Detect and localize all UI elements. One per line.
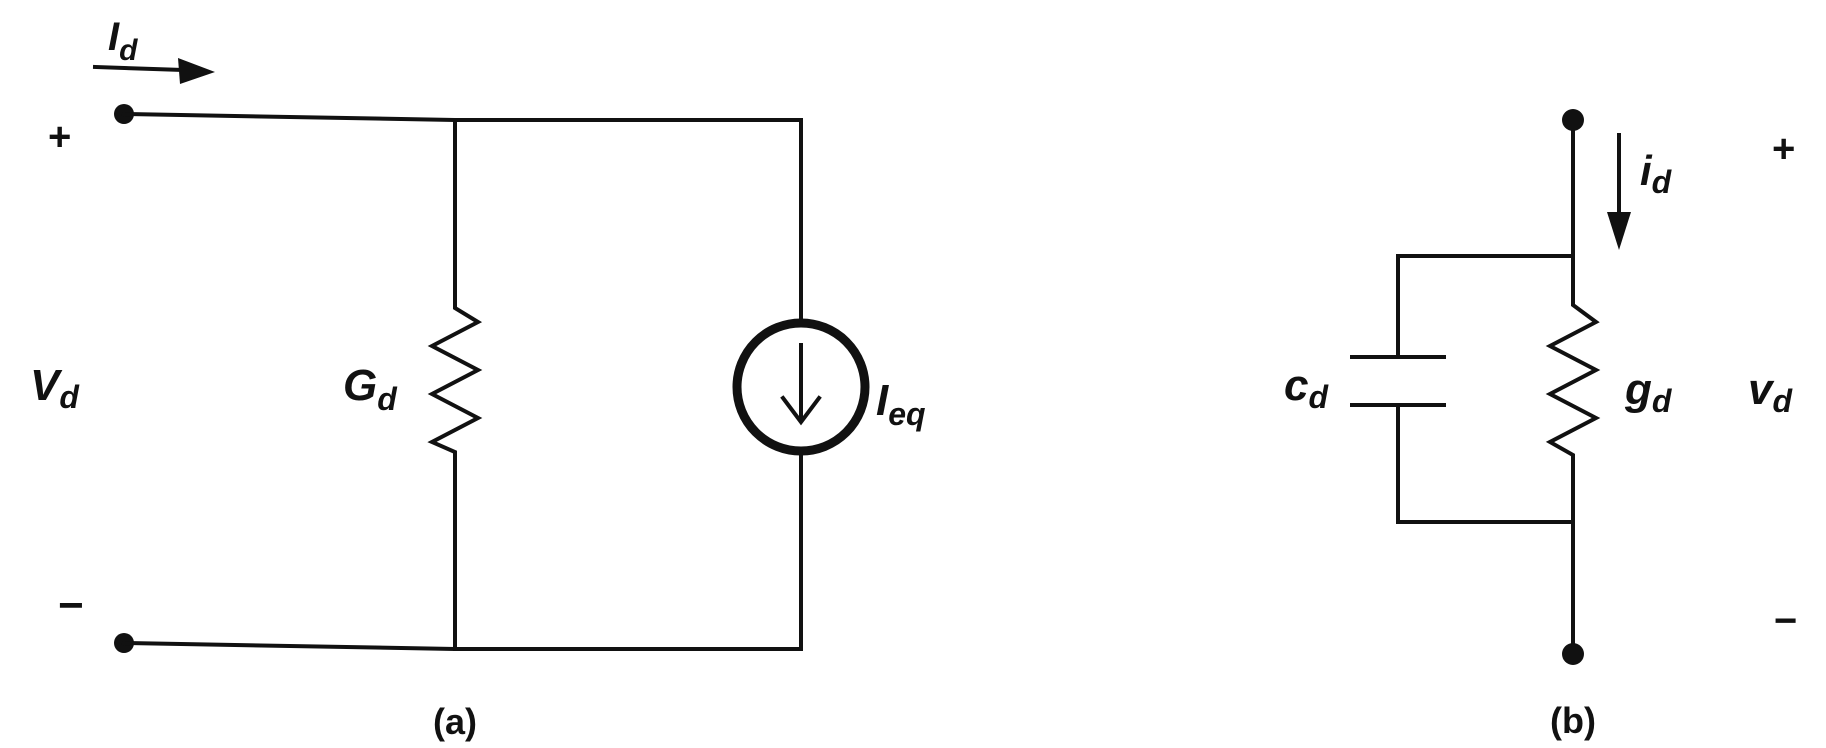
current-arrow-a: [92, 58, 215, 84]
minus-sign-b: −: [1774, 599, 1797, 643]
caption-a: (a): [433, 701, 477, 742]
cap-top-wire: [1396, 254, 1575, 359]
resistor-gd: [427, 118, 483, 651]
capacitor-label-cd: cd: [1284, 361, 1329, 415]
plus-sign-b: +: [1772, 127, 1795, 171]
plus-sign-a: +: [48, 115, 71, 159]
resistor-gd-small: [1545, 118, 1601, 656]
caption-b: (b): [1550, 700, 1596, 741]
circuit-b: id cd gd vd + − (b): [1284, 109, 1797, 741]
current-source-ieq: [732, 318, 870, 456]
minus-sign-a: −: [58, 581, 84, 630]
top-wire-a: [121, 111, 803, 320]
current-arrow-b: [1607, 133, 1631, 250]
voltage-label-b: vd: [1748, 365, 1793, 419]
source-label-ieq: Ieq: [876, 376, 926, 432]
current-label-b: id: [1640, 147, 1673, 200]
current-label-a: Id: [108, 15, 138, 67]
voltage-label-a: Vd: [30, 361, 80, 415]
resistor-label-gd-small: gd: [1624, 365, 1673, 419]
resistor-label-gd: Gd: [343, 361, 398, 417]
bottom-wire-a: [121, 453, 803, 651]
cap-bottom-wire: [1396, 403, 1575, 524]
circuit-a: Id + − Vd Gd Ieq (a): [30, 15, 926, 742]
